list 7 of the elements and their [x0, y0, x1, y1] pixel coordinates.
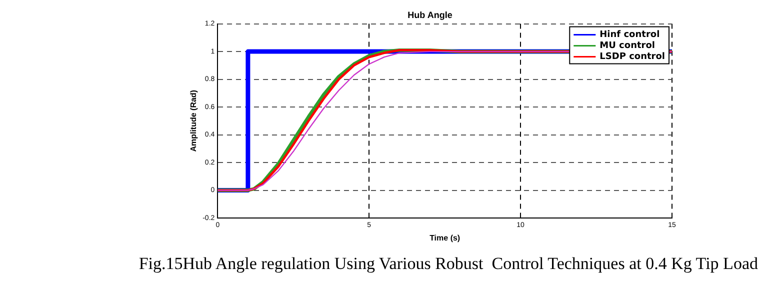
caption: Fig.15Hub Angle regulation Using Various Robust Control Techniques at 0.4 Kg Tip Load [138, 254, 759, 274]
legend-label: MU control [600, 41, 655, 52]
chart-title: Hub Angle [408, 10, 452, 20]
x-axis-title: Time (s) [430, 233, 460, 242]
legend-label: Hinf control [600, 30, 660, 40]
legend-label: LSDP control [600, 52, 666, 62]
y-axis-title: Amplitude (Rad) [189, 90, 198, 152]
